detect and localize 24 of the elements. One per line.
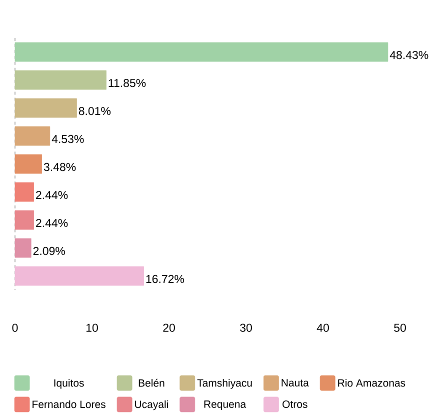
data-label: 3.48%: [44, 162, 76, 172]
x-tick-label: 10: [86, 324, 98, 332]
legend-label: Rio Amazonas: [338, 378, 406, 387]
legend-label: Iquitos: [54, 378, 84, 389]
legend-label: Tamshiyacu: [197, 378, 252, 389]
data-label: 48.43%: [390, 50, 428, 60]
legend-label: Nauta: [282, 379, 309, 386]
x-tick-label: 40: [316, 324, 329, 332]
legend-label: Ucayali: [135, 400, 168, 410]
x-tick-label: 30: [240, 324, 252, 332]
legend-label: Otros: [282, 400, 308, 408]
legend-label: Fernando Lores: [32, 400, 106, 408]
data-label: 11.85%: [108, 78, 146, 88]
data-label: 4.53%: [52, 134, 84, 144]
data-label: 8.01%: [78, 106, 111, 116]
x-tick-label: 0: [12, 324, 18, 332]
data-label: 2.44%: [36, 190, 68, 200]
data-label: 16.72%: [146, 274, 184, 284]
data-label: 2.09%: [33, 246, 65, 256]
data-label: 2.44%: [36, 218, 68, 228]
x-tick-label: 20: [163, 324, 175, 332]
legend-label: Requena: [204, 400, 246, 410]
legend-label: Belén: [138, 378, 164, 387]
x-tick-label: 50: [394, 324, 406, 332]
